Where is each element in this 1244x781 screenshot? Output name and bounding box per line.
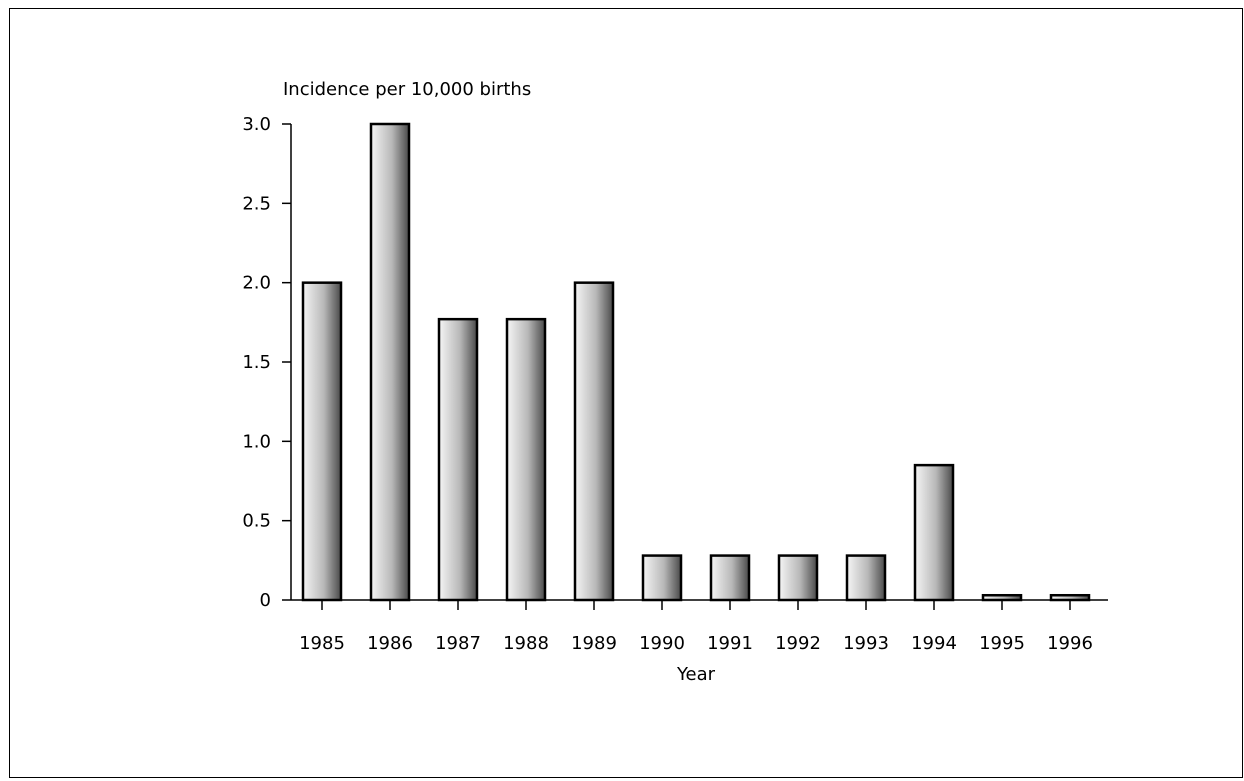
x-tick-label: 1993 — [843, 633, 889, 654]
y-tick-label: 0.5 — [242, 511, 271, 532]
x-tick-label: 1986 — [367, 633, 413, 654]
x-tick-label: 1990 — [639, 633, 685, 654]
x-axis-ticks: 1985 1986 1987 1988 1989 1990 1991 1992 1993 1994… — [299, 600, 1093, 654]
bar-1989 — [573, 281, 615, 602]
y-axis-title: Incidence per 10,000 births — [283, 79, 531, 100]
x-tick-label: 1992 — [775, 633, 821, 654]
chart-frame: Incidence per 10,000 births 0 0.5 1.0 1.5 2.… — [9, 8, 1243, 778]
x-tick-label: 1988 — [503, 633, 549, 654]
y-tick-label: 2.0 — [242, 273, 271, 294]
x-tick-label: 1989 — [571, 633, 617, 654]
x-axis-title: Year — [676, 664, 716, 685]
bar-1988 — [505, 317, 547, 602]
x-tick-label: 1985 — [299, 633, 345, 654]
y-tick-label: 3.0 — [242, 114, 271, 135]
x-tick-label: 1987 — [435, 633, 481, 654]
x-tick-label: 1996 — [1047, 633, 1093, 654]
bar-1991 — [709, 554, 751, 602]
bars — [301, 122, 1091, 602]
x-tick-label: 1995 — [979, 633, 1025, 654]
bar-1993 — [845, 554, 887, 602]
x-tick-label: 1991 — [707, 633, 753, 654]
y-tick-label: 1.0 — [242, 431, 271, 452]
bar-chart: Incidence per 10,000 births 0 0.5 1.0 1.5 2.… — [242, 79, 1108, 685]
bar-1994 — [913, 463, 955, 602]
y-axis-ticks: 0 0.5 1.0 1.5 2.0 2.5 3.0 — [242, 114, 291, 611]
bar-1985 — [301, 281, 343, 602]
x-tick-label: 1994 — [911, 633, 957, 654]
bar-1990 — [641, 554, 683, 602]
y-tick-label: 2.5 — [242, 193, 271, 214]
y-tick-label: 0 — [260, 590, 271, 611]
y-tick-label: 1.5 — [242, 352, 271, 373]
bar-1986 — [369, 122, 411, 602]
bar-1987 — [437, 317, 479, 602]
bar-1992 — [777, 554, 819, 602]
